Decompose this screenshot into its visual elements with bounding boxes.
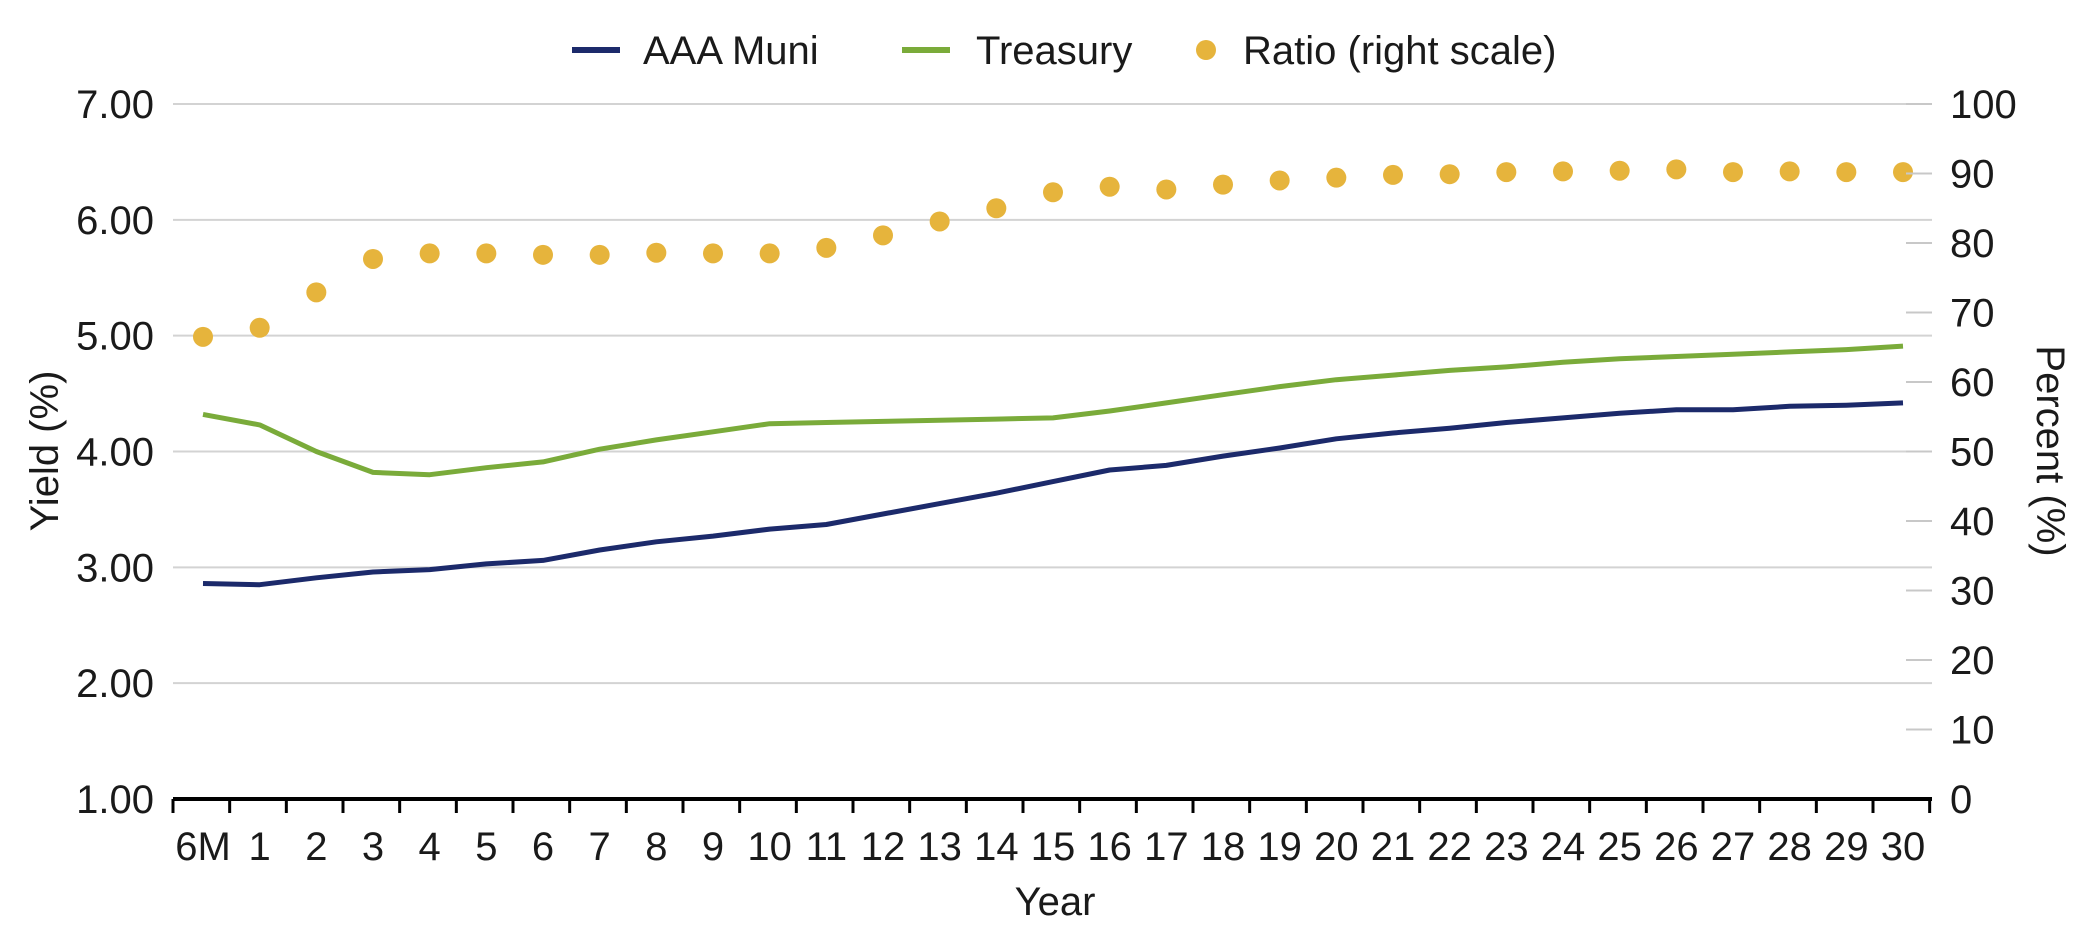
x-tick-label: 15 xyxy=(1031,825,1076,869)
y-tick-label: 7.00 xyxy=(76,83,154,127)
x-tick-label: 17 xyxy=(1144,825,1189,869)
y2-tick-label: 10 xyxy=(1950,709,1995,753)
x-tick-label: 24 xyxy=(1541,825,1586,869)
x-tick-label: 23 xyxy=(1484,825,1529,869)
x-tick-label: 12 xyxy=(861,825,906,869)
x-tick-label: 21 xyxy=(1371,825,1416,869)
legend-label-1: Treasury xyxy=(976,29,1132,73)
ratio-point xyxy=(759,243,780,264)
legend-label-2: Ratio (right scale) xyxy=(1243,29,1556,73)
y-tick-label: 2.00 xyxy=(76,662,154,706)
x-tick-label: 19 xyxy=(1257,825,1302,869)
y2-tick-label: 100 xyxy=(1950,83,2017,127)
y-tick-label: 5.00 xyxy=(76,315,154,359)
x-axis-title: Year xyxy=(1015,880,1096,924)
y-tick-label: 3.00 xyxy=(76,546,154,590)
x-tick-label: 1 xyxy=(249,825,271,869)
ratio-point xyxy=(1666,159,1687,180)
ratio-point xyxy=(476,243,497,264)
y2-tick-label: 0 xyxy=(1950,778,1972,822)
x-tick-label: 6 xyxy=(532,825,554,869)
y2-tick-label: 70 xyxy=(1950,292,1995,336)
ratio-point xyxy=(1496,162,1517,183)
ratio-point xyxy=(363,248,383,269)
ratio-point xyxy=(816,237,837,258)
y-tick-label: 1.00 xyxy=(76,778,154,822)
x-tick-label: 2 xyxy=(305,825,327,869)
series-layer xyxy=(193,159,1913,588)
ratio-point xyxy=(1383,164,1403,185)
ratio-point xyxy=(1836,162,1857,183)
y2-tick-label: 50 xyxy=(1950,431,1995,475)
x-tick-label: 4 xyxy=(419,825,441,869)
x-tick-label: 6M xyxy=(175,825,231,869)
y-tick-label: 6.00 xyxy=(76,199,154,243)
y-tick-label: 4.00 xyxy=(76,431,154,475)
series-line-0 xyxy=(202,400,1904,588)
ratio-point xyxy=(533,244,553,265)
y2-tick-label: 80 xyxy=(1950,222,1995,266)
ratio-point xyxy=(1156,179,1177,200)
ratio-point xyxy=(703,243,723,264)
x-tick-label: 27 xyxy=(1711,825,1756,869)
x-tick-label: 29 xyxy=(1824,825,1869,869)
y2-tick-label: 20 xyxy=(1950,639,1995,683)
x-tick-label: 7 xyxy=(589,825,611,869)
y2-tick-label: 30 xyxy=(1950,570,1995,614)
ratio-point xyxy=(929,211,950,232)
ratio-point xyxy=(873,225,893,246)
x-tick-label: 14 xyxy=(974,825,1019,869)
y2-tick-label: 90 xyxy=(1950,153,1995,197)
ratio-point xyxy=(1609,160,1630,181)
x-tick-label: 28 xyxy=(1767,825,1812,869)
series-line-1 xyxy=(202,343,1904,478)
x-tick-label: 13 xyxy=(917,825,962,869)
ratio-point xyxy=(249,317,270,338)
ratio-point xyxy=(306,282,327,303)
x-tick-label: 22 xyxy=(1427,825,1472,869)
ratio-point xyxy=(1779,161,1800,182)
ratio-point xyxy=(1326,167,1347,188)
ratio-point xyxy=(1099,176,1120,197)
legend-swatch-2 xyxy=(1196,40,1216,60)
ratio-point xyxy=(589,244,610,265)
x-tick-label: 10 xyxy=(747,825,792,869)
x-tick-label: 20 xyxy=(1314,825,1359,869)
ratio-point xyxy=(1213,174,1233,195)
ratio-point xyxy=(1893,162,1913,183)
x-tick-label: 25 xyxy=(1597,825,1642,869)
x-tick-label: 3 xyxy=(362,825,384,869)
y2-tick-label: 40 xyxy=(1950,500,1995,544)
ratio-point xyxy=(419,243,440,264)
x-tick-label: 8 xyxy=(645,825,667,869)
ratio-point xyxy=(986,198,1007,219)
ratio-point xyxy=(1269,170,1290,191)
legend-label-0: AAA Muni xyxy=(643,29,819,73)
ratio-point xyxy=(1439,164,1460,185)
ratio-point xyxy=(193,326,213,347)
y-axis-title: Yield (%) xyxy=(23,371,67,532)
ratio-point xyxy=(646,242,667,263)
ratio-point xyxy=(1043,182,1063,203)
x-tick-label: 16 xyxy=(1087,825,1132,869)
x-tick-label: 5 xyxy=(475,825,497,869)
x-tick-label: 30 xyxy=(1881,825,1926,869)
x-tick-label: 26 xyxy=(1654,825,1699,869)
ratio-point xyxy=(1553,161,1573,182)
y2-axis-title: Percent (%) xyxy=(2028,345,2072,556)
axes: 1.00 2.00 3.00 4.00 5.00 6.00 7.00 0 10 20 30 40 50 6… xyxy=(76,83,2017,869)
x-tick-label: 11 xyxy=(806,825,848,869)
x-tick-label: 9 xyxy=(702,825,724,869)
ratio-point xyxy=(1723,162,1743,183)
legend: AAA Muni Treasury Ratio (right scale) xyxy=(572,29,1556,73)
y2-tick-label: 60 xyxy=(1950,361,1995,405)
x-tick-label: 18 xyxy=(1201,825,1246,869)
